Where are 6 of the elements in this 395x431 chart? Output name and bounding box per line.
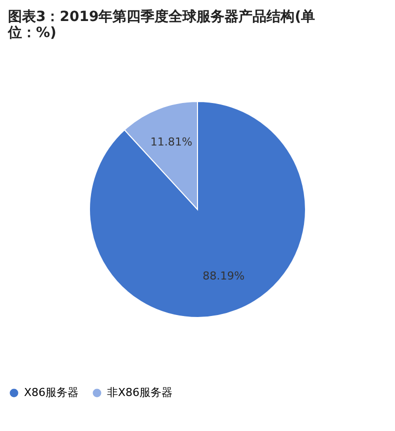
legend-label: 非X86服务器 — [107, 386, 173, 399]
pie-slice — [89, 101, 306, 318]
data-label: 11.81% — [150, 135, 192, 148]
legend-label: X86服务器 — [24, 386, 79, 399]
chart-title: 图表3：2019年第四季度全球服务器产品结构(单位：%) — [7, 8, 316, 41]
data-label: 88.19% — [202, 270, 245, 283]
